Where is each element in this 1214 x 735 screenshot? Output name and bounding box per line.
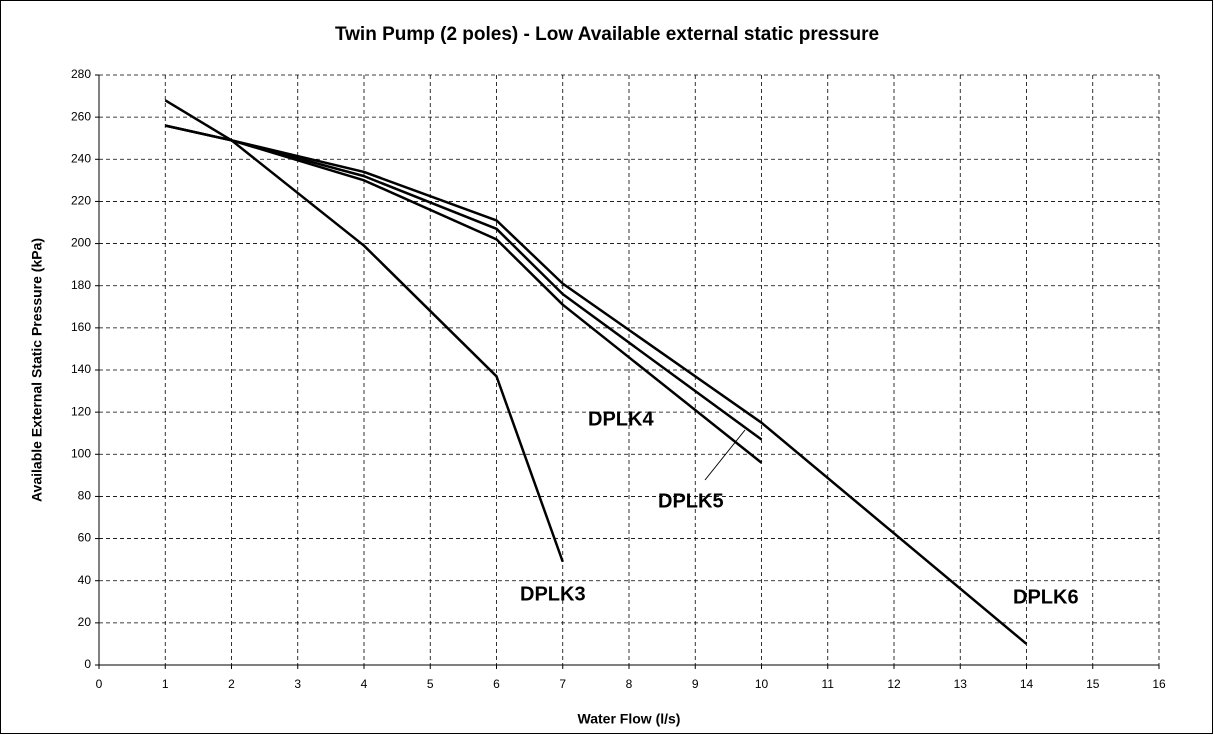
x-tick-label: 6 (493, 677, 500, 691)
y-axis-title: Available External Static Pressure (kPa) (29, 238, 45, 502)
series-line (164, 99, 564, 563)
x-tick-label: 7 (559, 677, 566, 691)
y-tick-label: 200 (71, 236, 91, 250)
x-tick-label: 4 (361, 677, 368, 691)
x-tick-label: 10 (755, 677, 769, 691)
series-label: DPLK4 (588, 408, 654, 430)
x-tick-label: 11 (822, 677, 835, 691)
y-tick-label: 60 (78, 531, 92, 545)
x-tick-label: 16 (1152, 677, 1166, 691)
y-tick-label: 280 (71, 67, 91, 81)
y-tick-label: 80 (78, 489, 92, 503)
x-tick-label: 14 (1020, 677, 1034, 691)
y-tick-label: 260 (71, 109, 91, 123)
series-line (164, 124, 1028, 645)
x-tick-label: 0 (96, 677, 103, 691)
y-tick-label: 120 (71, 404, 91, 418)
chart-title: Twin Pump (2 poles) - Low Available exte… (335, 24, 879, 45)
x-tick-label: 12 (887, 677, 901, 691)
y-tick-label: 40 (78, 573, 92, 587)
y-tick-label: 0 (84, 657, 91, 671)
y-tick-label: 100 (71, 446, 91, 460)
y-tick-label: 20 (78, 615, 92, 629)
x-tick-label: 5 (427, 677, 434, 691)
x-tick-label: 15 (1086, 677, 1100, 691)
y-tick-label: 160 (71, 320, 91, 334)
label-pointer (704, 429, 746, 481)
x-tick-label: 2 (228, 677, 235, 691)
x-tick-label: 8 (626, 677, 633, 691)
series-label: DPLK6 (1013, 586, 1079, 608)
y-tick-label: 140 (71, 362, 91, 376)
y-tick-label: 220 (71, 194, 91, 208)
x-tick-label: 13 (954, 677, 968, 691)
y-tick-label: 180 (71, 278, 91, 292)
x-axis-title: Water Flow (l/s) (578, 711, 681, 727)
series-label: DPLK5 (658, 490, 724, 512)
x-tick-label: 1 (162, 677, 169, 691)
x-tick-label: 3 (294, 677, 301, 691)
y-tick-label: 240 (71, 151, 91, 165)
x-tick-label: 9 (692, 677, 699, 691)
series-label: DPLK3 (520, 583, 586, 605)
